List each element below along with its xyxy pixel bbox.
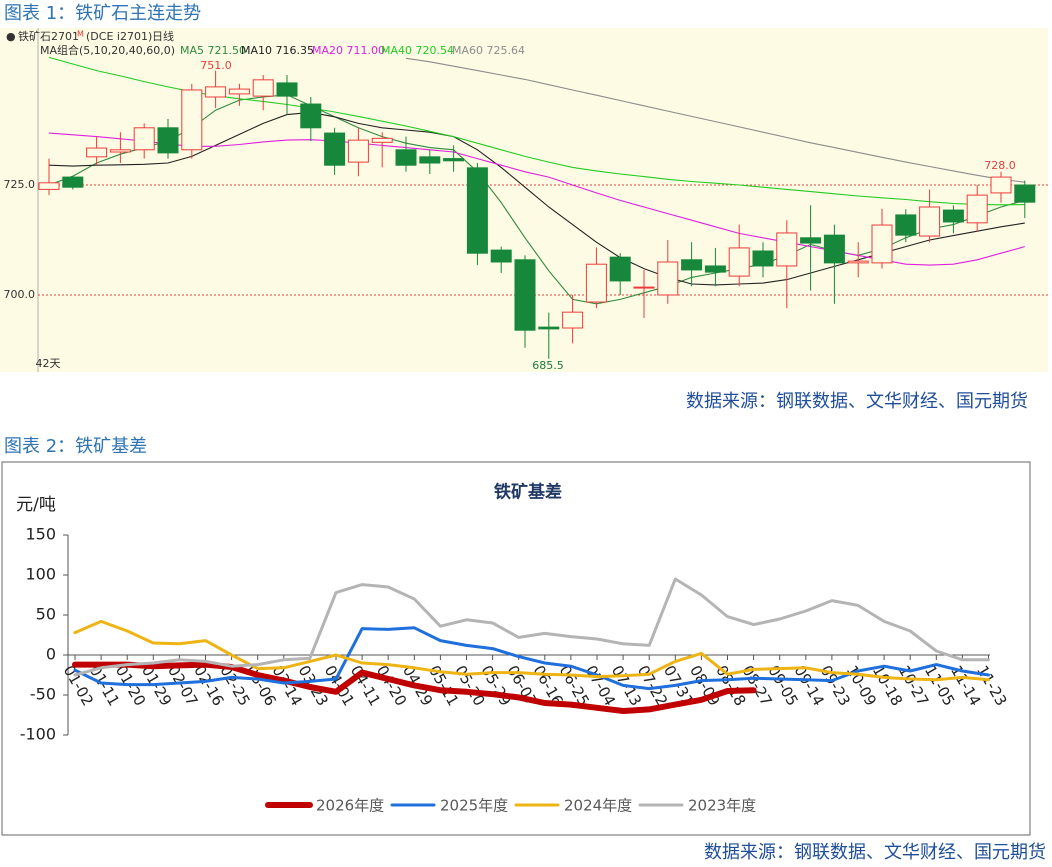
candle-body — [681, 259, 703, 271]
candle-body — [38, 182, 60, 190]
candle-body — [395, 149, 417, 166]
series-line — [72, 661, 757, 714]
candle-body — [562, 311, 584, 329]
candle-body — [466, 167, 488, 254]
legend-entry: 2026年度 — [316, 797, 384, 815]
caption: 图表 2：铁矿基差 — [4, 436, 147, 457]
legend-entry: 2025年度 — [440, 797, 508, 815]
candle-body — [847, 260, 869, 264]
period: 日线 — [152, 29, 174, 43]
annotation: 685.5 — [532, 359, 564, 372]
candle-body — [324, 132, 346, 166]
candle-body — [300, 103, 322, 129]
ma-line — [405, 57, 1025, 183]
legend-entry: MA10 716.35 — [241, 44, 314, 57]
y-tick-label: 50 — [36, 605, 56, 624]
candle-body — [633, 286, 655, 289]
candle-body — [776, 232, 798, 267]
bullet: ● — [6, 30, 16, 43]
legend-entry: 2024年度 — [564, 797, 632, 815]
ma-line — [48, 111, 1025, 286]
instrument-code: (DCE i2701) — [86, 30, 152, 43]
y-tick-label: 100 — [25, 565, 56, 584]
candle-body — [181, 89, 203, 151]
series-line — [73, 626, 990, 691]
annotation: 728.0 — [984, 159, 1016, 172]
ma-group: MA组合(5,10,20,40,60,0) — [40, 43, 175, 57]
legend-entry: MA5 721.50 — [180, 44, 246, 57]
series-line — [73, 619, 990, 682]
legend-entry: MA20 711.00 — [312, 44, 385, 57]
series-line — [73, 577, 990, 677]
y-tick-label: 700.0 — [4, 288, 36, 301]
candle-body — [419, 156, 441, 164]
candle-body — [514, 259, 536, 331]
candle-body — [728, 247, 750, 277]
candle-body — [157, 127, 179, 154]
candle-body — [490, 249, 512, 263]
ma-line — [48, 94, 1025, 305]
candle-body — [942, 209, 964, 223]
y-axis-label: 元/吨 — [16, 495, 56, 515]
candle-body — [609, 256, 631, 282]
candle-body — [704, 265, 726, 273]
candle-body — [276, 82, 298, 97]
y-tick-label: 0 — [46, 645, 56, 664]
candle-body — [538, 326, 560, 330]
source: 数据来源：钢联数据、文华财经、国元期货 — [704, 842, 1046, 863]
caption: 图表 1：铁矿石主连走势 — [4, 3, 201, 24]
annotation: 751.0 — [200, 59, 232, 72]
ma-line — [48, 132, 1025, 266]
legend-entry: MA60 725.64 — [452, 44, 525, 57]
candle-body — [990, 176, 1012, 194]
candle-body — [1014, 184, 1036, 203]
candle-body — [895, 214, 917, 236]
chart2-frame — [1, 461, 1031, 836]
candle-body — [919, 206, 941, 237]
y-tick-label: -50 — [30, 685, 56, 704]
candle-body — [966, 194, 988, 224]
candle-body — [657, 261, 679, 296]
candle-body — [752, 250, 774, 267]
chart-title: 铁矿基差 — [494, 482, 562, 503]
candle-body — [443, 158, 465, 162]
legend-entry: MA40 720.54 — [381, 44, 454, 57]
legend-entry: 2023年度 — [688, 797, 756, 815]
y-tick-label: 725.0 — [4, 178, 36, 191]
candle-body — [62, 176, 84, 188]
candle-body — [823, 234, 845, 264]
candle-body — [871, 224, 893, 264]
instrument-flag: M — [77, 30, 84, 39]
annotation: 42天 — [36, 357, 61, 370]
candle-body — [800, 237, 822, 244]
source: 数据来源：钢联数据、文华财经、国元期货 — [686, 391, 1028, 412]
candle-body — [109, 149, 131, 153]
candle-body — [371, 137, 393, 143]
instrument: 铁矿石2701 — [18, 30, 79, 43]
candle-body — [205, 86, 227, 98]
y-tick-label: -100 — [20, 725, 56, 744]
candle-body — [86, 147, 108, 158]
candle-body — [347, 139, 369, 163]
candle-body — [585, 263, 607, 303]
candle-body — [252, 79, 274, 97]
candle-body — [228, 88, 250, 95]
y-tick-label: 150 — [25, 525, 56, 544]
candle-body — [133, 127, 155, 151]
